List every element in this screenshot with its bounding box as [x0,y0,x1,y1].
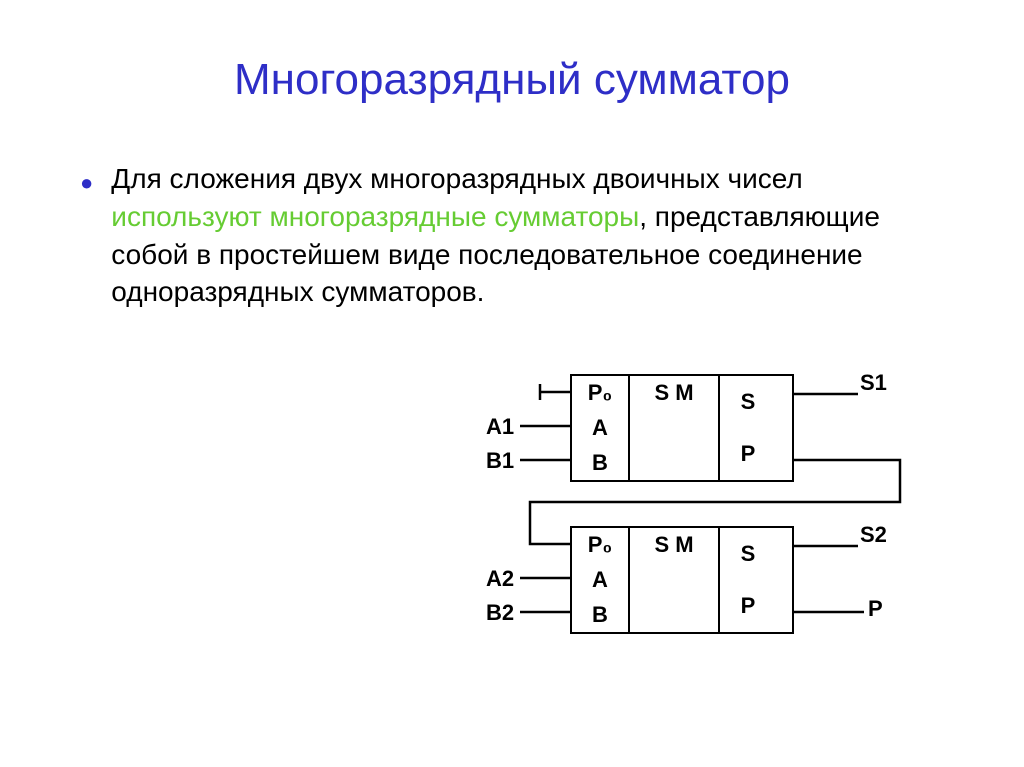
label-a2: A2 [486,566,514,592]
body-part1: Для сложения двух многоразрядных двоичны… [111,163,802,194]
adder-box-1: P₀ A B S M S P [570,374,794,482]
adder2-mid: S M [630,528,720,632]
label-a1: A1 [486,414,514,440]
adder-block-2: P₀ A B S M S P A2 B2 S2 P [440,522,930,642]
pin-p0: P₀ [588,382,613,404]
pin-p0-2: P₀ [588,534,613,556]
label-s1: S1 [860,370,887,396]
body-highlight: используют многоразрядные сумматоры [111,201,639,232]
adder-block-1: P₀ A B S M S P A1 B1 S1 [440,370,930,490]
pin-s: S [741,391,756,413]
pin-s-2: S [741,543,756,565]
pin-b: B [592,452,608,474]
adder-box-2: P₀ A B S M S P [570,526,794,634]
adder2-right-pins: S P [720,528,776,632]
label-b1: B1 [486,448,514,474]
body-paragraph: ● Для сложения двух многоразрядных двоич… [80,160,944,311]
adder2-left-pins: P₀ A B [572,528,630,632]
adder2-sm-label: S M [654,534,693,556]
pin-p-2: P [741,595,756,617]
pin-a-2: A [592,569,608,591]
adder1-sm-label: S M [654,382,693,404]
label-b2: B2 [486,600,514,626]
adder1-right-pins: S P [720,376,776,480]
page-title: Многоразрядный сумматор [0,0,1024,105]
adder1-left-pins: P₀ A B [572,376,630,480]
label-s2: S2 [860,522,887,548]
pin-b-2: B [592,604,608,626]
adder1-mid: S M [630,376,720,480]
pin-p: P [741,443,756,465]
bullet-icon: ● [80,168,93,198]
label-p-out: P [868,596,883,622]
pin-a: A [592,417,608,439]
adder-diagram: P₀ A B S M S P A1 B1 S1 P₀ A B S M [440,370,930,674]
